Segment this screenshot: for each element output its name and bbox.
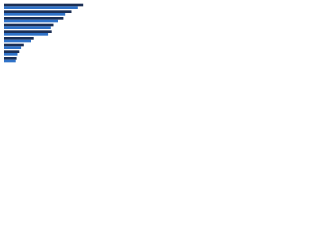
bar <box>4 10 72 13</box>
bar <box>4 13 66 16</box>
bar <box>4 37 34 40</box>
bar <box>4 23 54 27</box>
bar <box>4 6 78 9</box>
bar <box>4 59 16 63</box>
bar <box>4 57 17 60</box>
chart <box>0 0 100 71</box>
bar <box>4 3 84 7</box>
bar <box>4 43 24 47</box>
bar <box>4 50 20 53</box>
bar <box>4 17 64 20</box>
bar <box>4 26 51 29</box>
bar <box>4 46 22 49</box>
bar <box>4 39 31 43</box>
bar <box>4 19 58 23</box>
bar <box>4 53 18 56</box>
bar <box>4 33 49 36</box>
bar <box>4 30 52 33</box>
page: (() => { const data = JSON.parse(documen… <box>0 0 320 71</box>
